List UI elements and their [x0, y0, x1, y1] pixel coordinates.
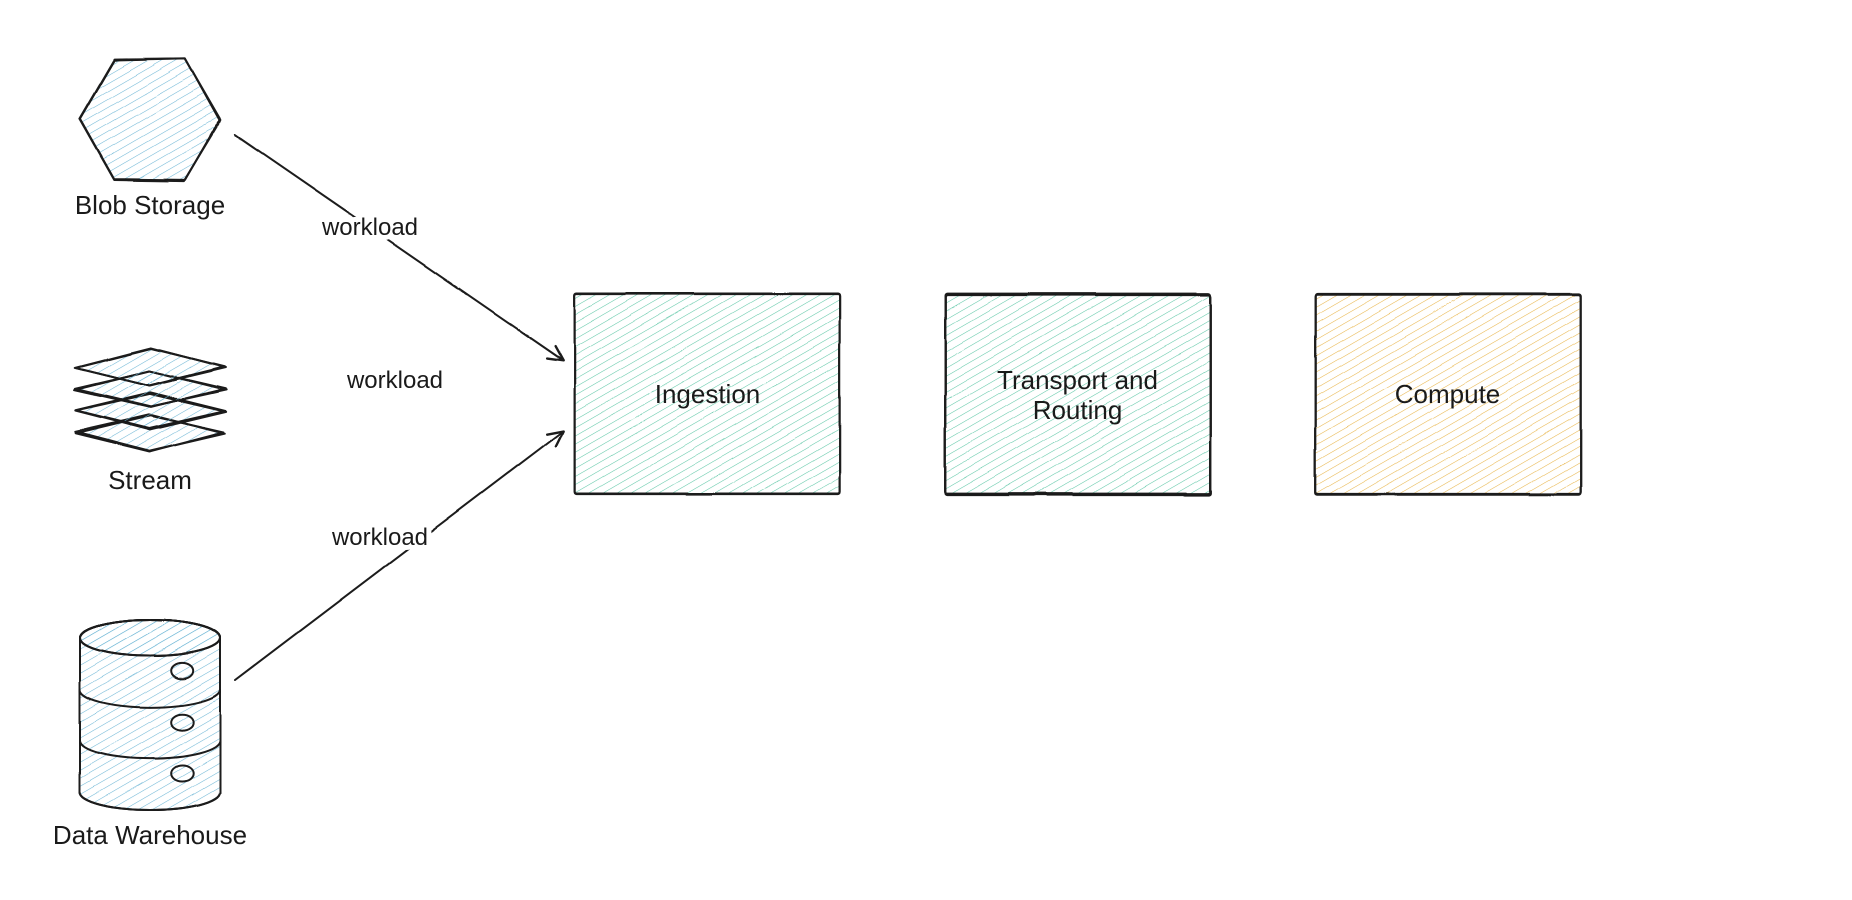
node-dw — [80, 620, 220, 810]
diagram-canvas: Blob Storage Stream Data Warehouse Ingestio… — [0, 0, 1852, 900]
node-label-blob: Blob Storage — [75, 190, 225, 220]
edge-label-dw-ingestion: workload — [331, 524, 428, 551]
edge-label-stream-ingestion: workload — [346, 367, 443, 394]
edge-dw-ingestion — [235, 432, 562, 680]
node-label-stream: Stream — [108, 465, 192, 495]
edge-label-blob-ingestion: workload — [321, 214, 418, 241]
node-label-dw: Data Warehouse — [53, 820, 247, 850]
node-stream — [74, 348, 226, 452]
edge-blob-ingestion — [235, 135, 562, 360]
node-label-compute: Compute — [1395, 379, 1501, 409]
node-blob — [80, 59, 221, 181]
node-label-ingestion: Ingestion — [655, 379, 761, 409]
